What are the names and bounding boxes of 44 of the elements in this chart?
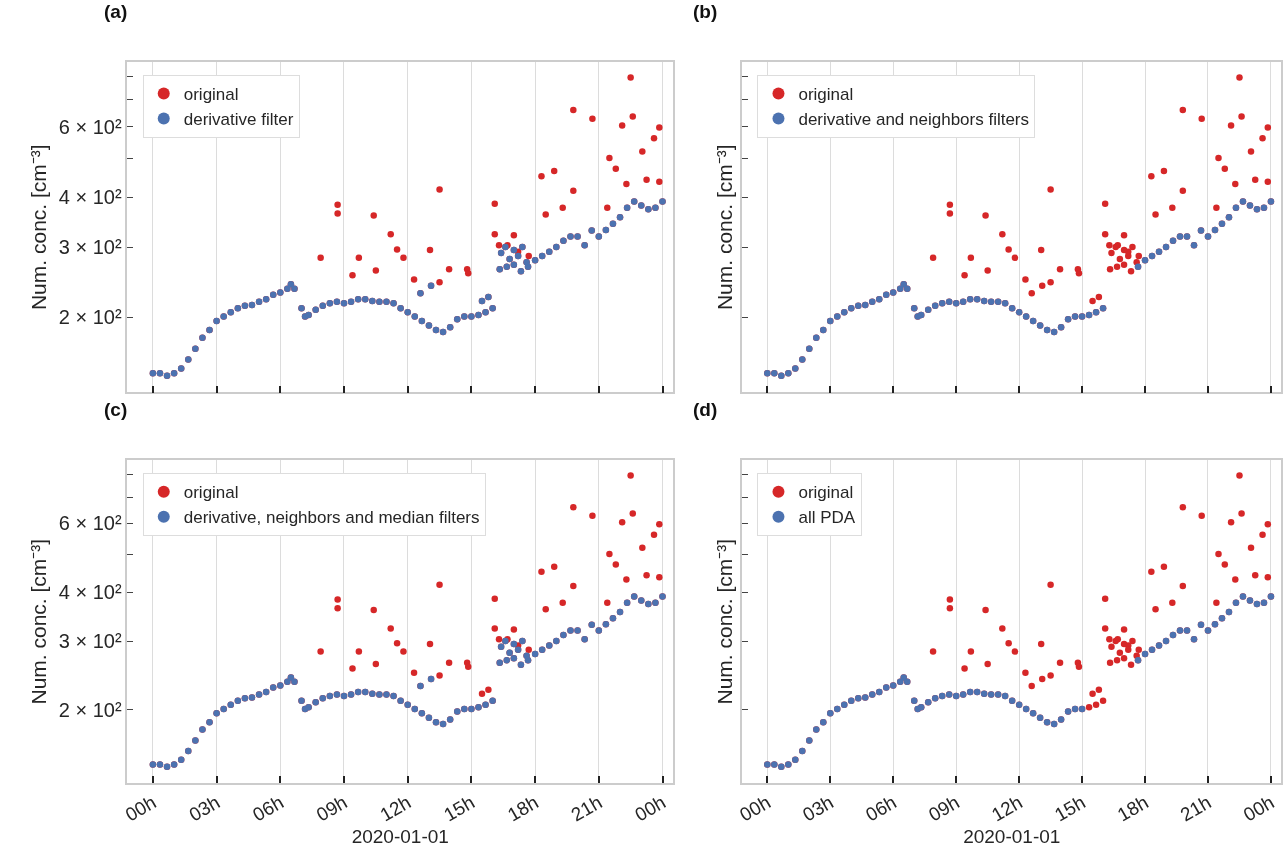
y-tick-label: 3 × 10² — [58, 236, 122, 259]
x-tick-label: 12h — [987, 791, 1026, 826]
x-tick-label: 09h — [924, 791, 963, 826]
x-axis-title: 2020-01-01 — [963, 825, 1061, 847]
x-tick-label: 06h — [862, 791, 900, 826]
x-tick-label: 15h — [1050, 791, 1089, 826]
x-tick-label: 06h — [249, 791, 288, 826]
y-axis-title: Num. conc. [cm⁻³] — [713, 538, 737, 705]
y-axis-title: Num. conc. [cm⁻³] — [27, 144, 51, 311]
y-axis-title: Num. conc. [cm⁻³] — [27, 538, 51, 705]
x-tick-label: 09h — [312, 791, 351, 826]
x-tick-label: 03h — [185, 791, 224, 826]
y-tick-label: 6 × 10² — [58, 115, 122, 138]
x-tick-label: 00h — [736, 791, 775, 826]
x-tick-label: 00h — [121, 791, 160, 826]
x-tick-label: 00h — [631, 791, 670, 826]
y-tick-label: 6 × 10² — [58, 512, 122, 535]
x-tick-label: 18h — [503, 791, 542, 826]
y-tick-label: 2 × 10² — [58, 698, 122, 721]
chart-title: (c) — [104, 399, 128, 420]
x-tick-label: 18h — [1113, 791, 1152, 826]
chart-title: (b) — [693, 1, 718, 22]
x-tick-label: 15h — [440, 791, 479, 826]
legend-label: derivative, neighbors and median filters — [183, 508, 480, 528]
y-axis-title: Num. conc. [cm⁻³] — [713, 144, 737, 311]
chart-title: (a) — [104, 1, 128, 22]
chart-title: (d) — [693, 399, 718, 420]
legend-label: derivative filter — [183, 110, 294, 130]
y-tick-label: 4 × 10² — [58, 186, 122, 209]
legend-label: original — [183, 483, 239, 503]
y-tick-label: 2 × 10² — [58, 306, 122, 329]
legend-label: original — [183, 85, 239, 105]
x-tick-label: 21h — [567, 791, 606, 826]
x-tick-label: 21h — [1176, 791, 1215, 826]
x-tick-label: 00h — [1239, 791, 1278, 826]
legend-label: derivative and neighbors filters — [798, 110, 1030, 130]
y-tick-label: 4 × 10² — [58, 581, 122, 604]
y-tick-label: 3 × 10² — [58, 630, 122, 653]
x-tick-label: 03h — [799, 791, 838, 826]
x-axis-title: 2020-01-01 — [351, 825, 449, 847]
legend-label: original — [798, 483, 854, 503]
legend-label: all PDA — [798, 508, 856, 528]
x-tick-label: 12h — [376, 791, 415, 826]
legend-label: original — [798, 85, 854, 105]
